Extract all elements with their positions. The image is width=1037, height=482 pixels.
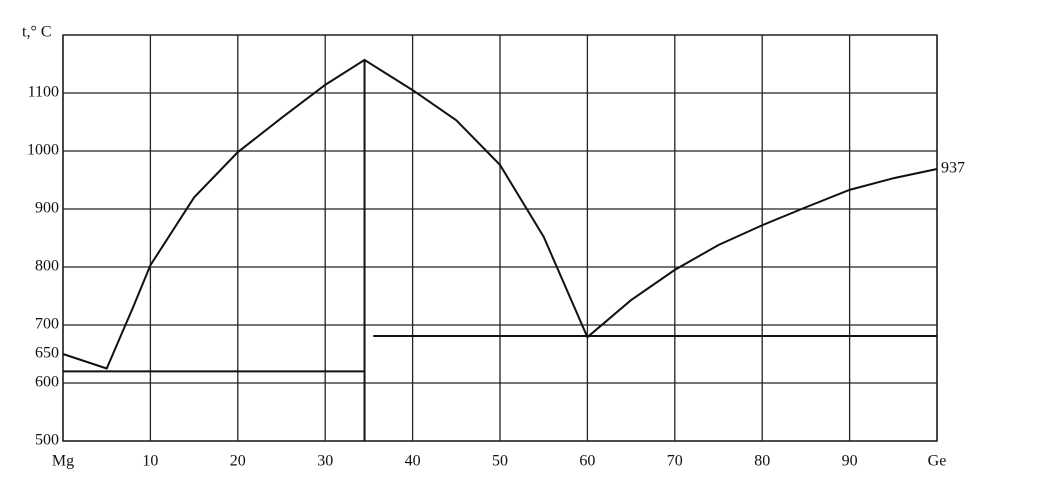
x-tick-label: 70 xyxy=(667,453,683,470)
y-tick-label: 1100 xyxy=(28,84,59,101)
x-tick-label: Mg xyxy=(52,453,74,470)
x-tick-label: 20 xyxy=(230,453,246,470)
y-tick-label: 500 xyxy=(35,432,59,449)
y-tick-label: 900 xyxy=(35,200,59,217)
y-axis-label: t,° C xyxy=(22,24,52,41)
x-tick-label: 90 xyxy=(842,453,858,470)
y-tick-label: 1000 xyxy=(27,142,59,159)
x-tick-label: 50 xyxy=(492,453,508,470)
y-tick-label: 800 xyxy=(35,258,59,275)
annotation: 937 xyxy=(941,160,965,177)
y-tick-label: 600 xyxy=(35,374,59,391)
x-tick-label: 40 xyxy=(405,453,421,470)
y-tick-label: 700 xyxy=(35,316,59,333)
x-tick-label: 30 xyxy=(317,453,333,470)
x-tick-label: Ge xyxy=(928,453,947,470)
curve xyxy=(62,58,938,370)
x-tick-label: 60 xyxy=(579,453,595,470)
x-tick-label: 10 xyxy=(142,453,158,470)
x-tick-label: 80 xyxy=(754,453,770,470)
y-tick-label: 650 xyxy=(35,345,59,362)
